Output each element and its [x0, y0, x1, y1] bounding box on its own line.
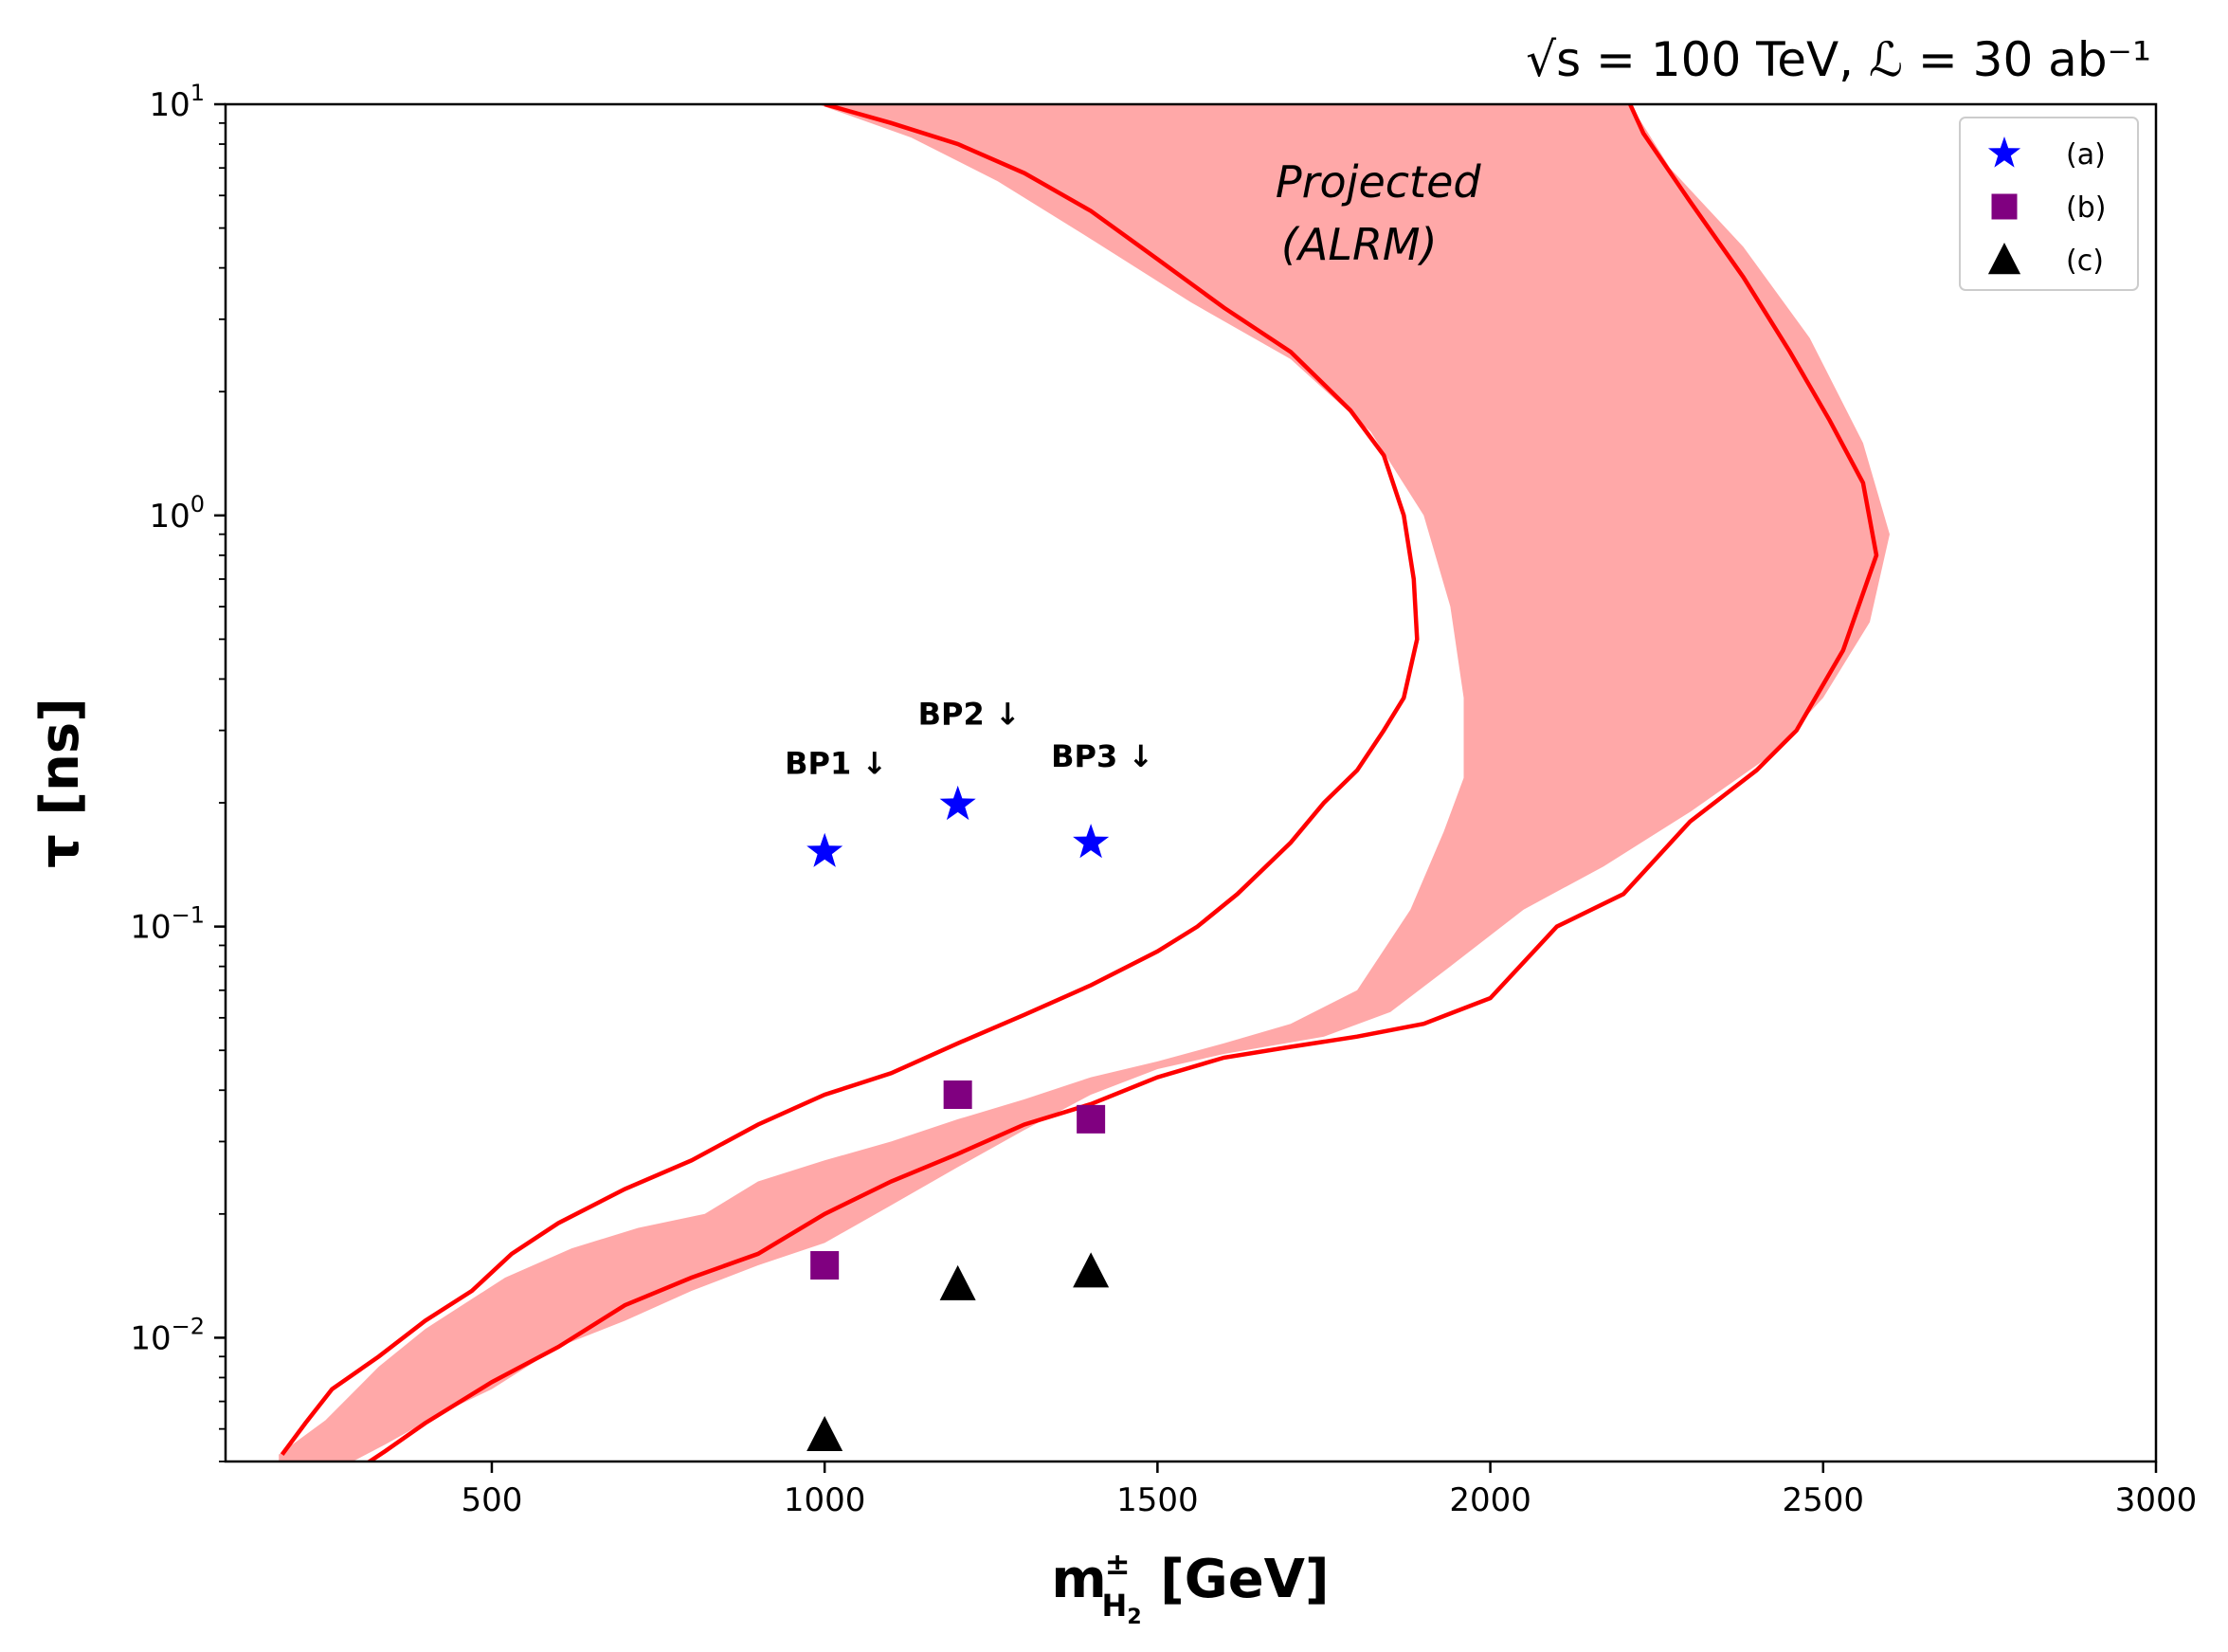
plot-frame: [224, 102, 2158, 1463]
benchmark-label-1: BP1 ↓: [785, 746, 887, 782]
x-tick-label: 1000: [784, 1481, 866, 1519]
marker-square-2: [943, 1080, 972, 1110]
legend-marker-star: [1987, 136, 2021, 168]
contour-upper-curve: [366, 104, 1879, 1461]
marker-triangle-3: [1073, 1252, 1110, 1288]
legend-entry-label: (c): [2066, 245, 2104, 278]
legend-marker-triangle: [1987, 243, 2021, 275]
legend-entry-label: (a): [2066, 138, 2106, 172]
legend: (a) (b) (c): [1959, 117, 2139, 291]
y-axis-label: τ [ns]: [29, 698, 91, 868]
marker-square-1: [810, 1251, 840, 1280]
x-tick-label: 3000: [2115, 1481, 2198, 1519]
chart-title: √s = 100 TeV, ℒ = 30 ab⁻¹: [1526, 32, 2151, 87]
y-tick-label: 101: [149, 80, 205, 124]
x-tick-label: 500: [462, 1481, 523, 1519]
benchmark-label-3: BP3 ↓: [1051, 738, 1153, 774]
marker-triangle-2: [939, 1264, 976, 1300]
legend-entry-label: (b): [2066, 191, 2106, 225]
y-tick-label: 10−2: [130, 1313, 205, 1357]
marker-star-3: [1073, 824, 1110, 859]
projected-region-fill: [279, 104, 1890, 1461]
data-markers: [806, 785, 1110, 1452]
y-tick-label: 10−1: [130, 902, 205, 947]
x-tick-label: 2500: [1783, 1481, 1865, 1519]
legend-marker-square: [1991, 193, 2018, 220]
marker-square-3: [1077, 1104, 1106, 1134]
marker-star-1: [806, 832, 843, 867]
x-axis-label: m± H2 [GeV]: [1051, 1546, 1329, 1629]
y-tick-label: 100: [149, 491, 205, 536]
x-axis: 500 1000 1500 2000 2500 3000: [462, 1461, 2198, 1519]
contour-lower-curve: [280, 104, 1420, 1456]
benchmark-label-2: BP2 ↓: [918, 696, 1021, 732]
marker-triangle-1: [806, 1416, 843, 1452]
region-label-line2: (ALRM): [1281, 219, 1438, 270]
x-tick-label: 1500: [1116, 1481, 1199, 1519]
y-axis: 10−2 10−1 100 101: [130, 80, 226, 1462]
x-tick-label: 2000: [1449, 1481, 1531, 1519]
marker-star-2: [939, 785, 976, 821]
region-label-line1: Projected: [1276, 156, 1482, 208]
